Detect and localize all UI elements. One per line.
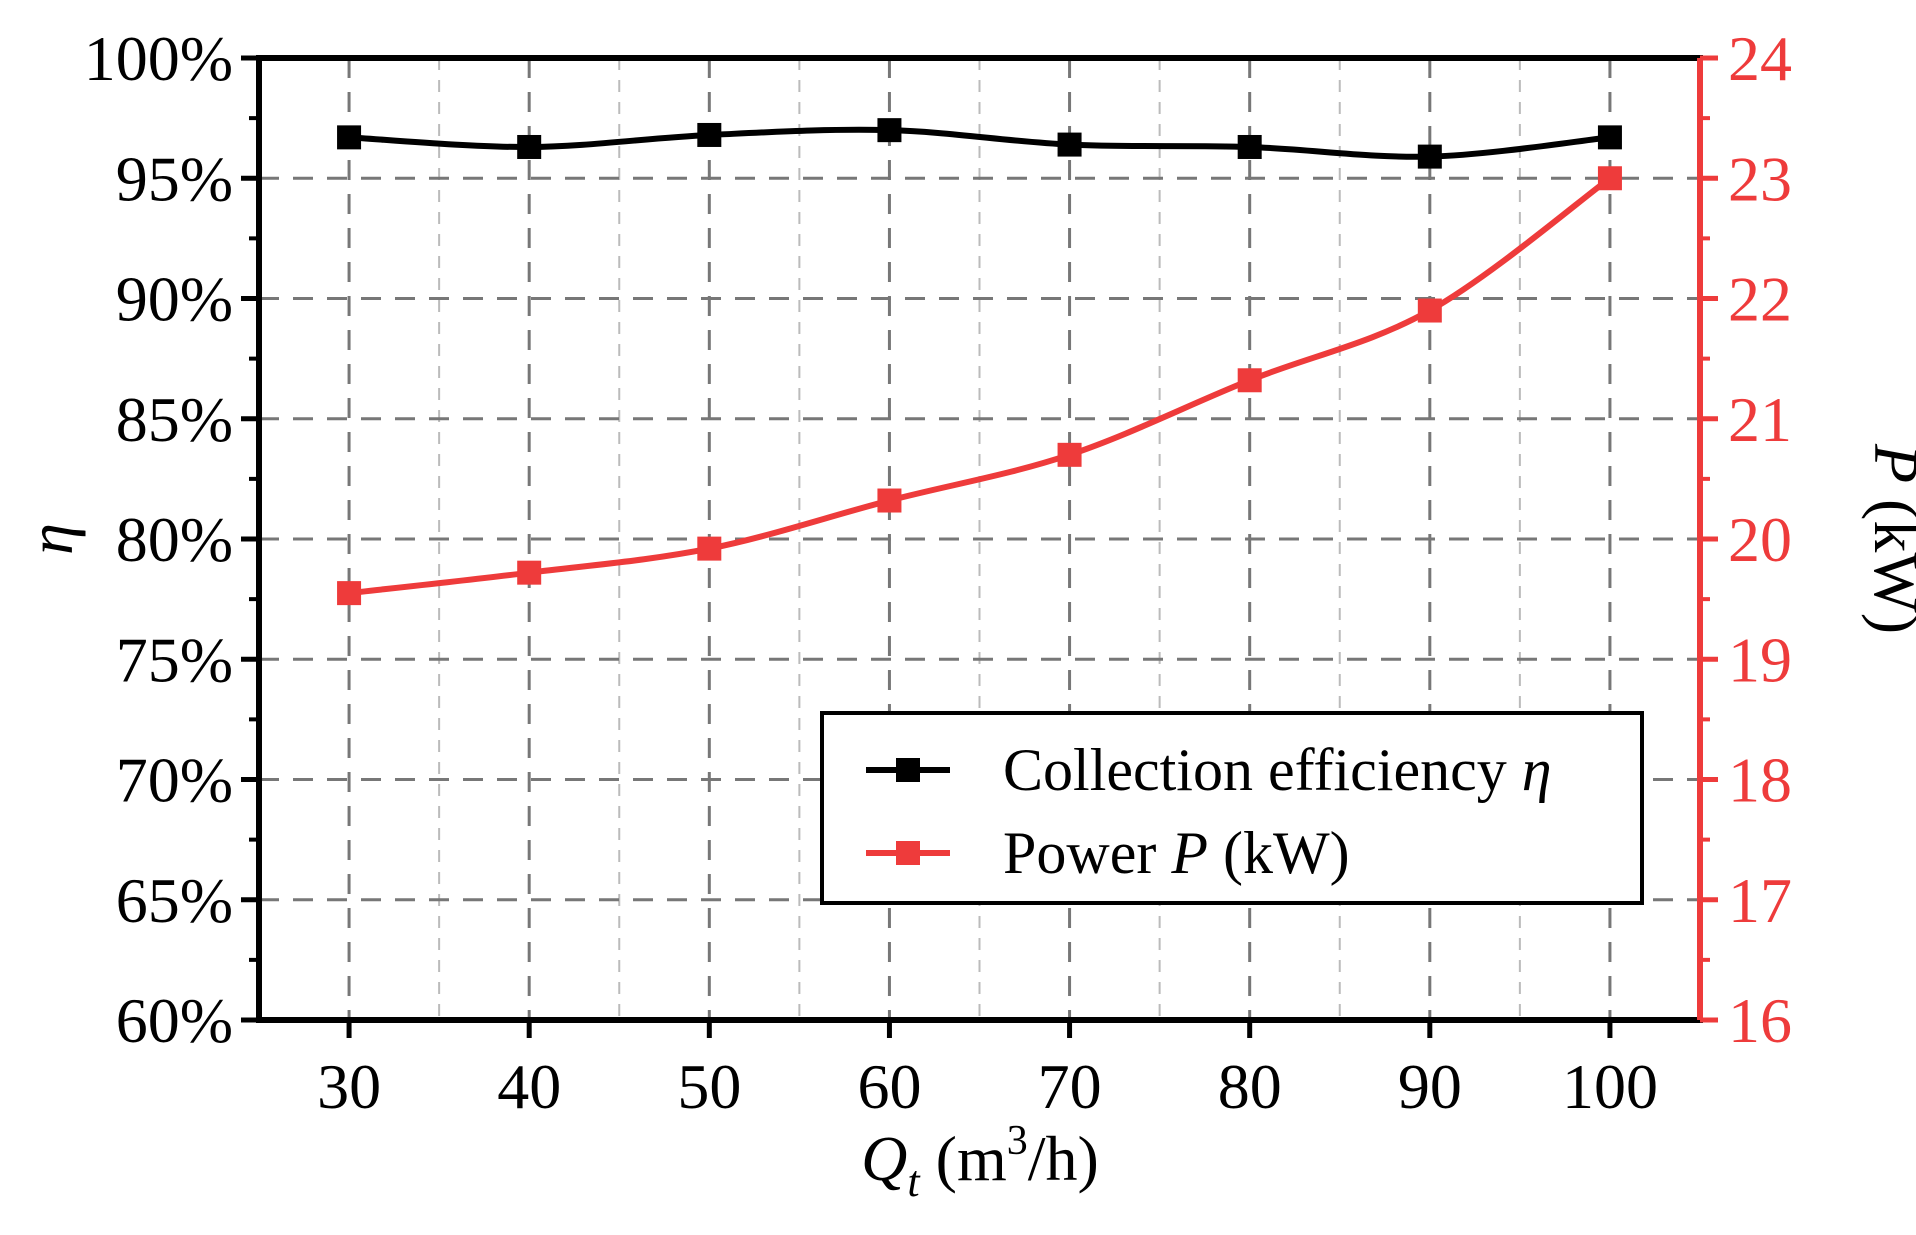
x-axis-unit-open: (m	[920, 1123, 1007, 1194]
data-point-power	[517, 560, 542, 585]
x-axis-superscript: 3	[1007, 1118, 1028, 1164]
data-point-power	[337, 581, 362, 606]
y-left-tick-label: 95%	[116, 143, 233, 214]
legend-box	[820, 711, 1644, 905]
data-point-efficiency	[517, 134, 542, 159]
y-left-tick-label: 70%	[116, 745, 233, 816]
y-right-tick-label: 21	[1728, 384, 1792, 455]
x-tick-label: 70	[1038, 1051, 1102, 1122]
y-left-tick-label: 90%	[116, 264, 233, 335]
y-left-tick-label: 75%	[116, 624, 233, 695]
x-axis-symbol: Q	[861, 1123, 907, 1194]
y-right-tick-label: 16	[1728, 985, 1792, 1056]
y-axis-left-title: η	[15, 523, 86, 555]
y-right-tick-label: 20	[1728, 504, 1792, 575]
series-line-efficiency	[348, 126, 1611, 160]
x-tick-label: 100	[1562, 1051, 1658, 1122]
legend-label-efficiency-symbol: η	[1522, 737, 1552, 803]
x-axis-subscript: t	[907, 1157, 921, 1206]
y-right-tick-label: 22	[1728, 264, 1792, 335]
y-left-tick-label: 80%	[116, 504, 233, 575]
data-point-efficiency	[1057, 132, 1082, 157]
data-point-efficiency	[697, 122, 722, 147]
legend-marker-efficiency	[896, 758, 920, 782]
x-tick-label: 40	[497, 1051, 561, 1122]
legend-label-power-unit: (kW)	[1208, 820, 1350, 886]
x-tick-label: 60	[857, 1051, 921, 1122]
y-left-tick-label: 100%	[84, 23, 233, 94]
x-axis-unit-close: /h)	[1028, 1123, 1099, 1194]
y-left-tick-label: 85%	[116, 384, 233, 455]
x-tick-label: 80	[1218, 1051, 1282, 1122]
legend-marker-power	[896, 841, 920, 865]
series-layer	[337, 118, 1622, 606]
y-right-tick-label: 17	[1728, 865, 1792, 936]
y-axis-right-title: P (kW)	[1861, 443, 1916, 634]
x-tick-label: 30	[317, 1051, 381, 1122]
data-point-efficiency	[337, 125, 362, 150]
legend-label-efficiency: Collection efficiency η	[1003, 737, 1551, 803]
data-point-power	[1237, 368, 1262, 393]
y-left-tick-label: 65%	[116, 865, 233, 936]
x-tick-label: 90	[1398, 1051, 1462, 1122]
x-tick-label: 50	[677, 1051, 741, 1122]
data-point-power	[697, 536, 722, 561]
y-right-tick-label: 23	[1728, 143, 1792, 214]
data-point-power	[1417, 298, 1442, 323]
data-point-power	[1597, 166, 1622, 191]
legend: Collection efficiency η Power P (kW)	[820, 711, 1644, 905]
legend-label-power-symbol: P	[1170, 820, 1208, 886]
data-point-efficiency	[1597, 125, 1622, 150]
legend-label-efficiency-text: Collection efficiency	[1003, 737, 1522, 803]
legend-label-power: Power P (kW)	[1003, 820, 1350, 886]
data-point-power	[1057, 442, 1082, 467]
data-point-power	[877, 488, 902, 513]
data-point-efficiency	[1417, 144, 1442, 169]
ticks-layer: 30 40 50 60 70 80 90 100 60% 65% 70% 75% 80% 85% 90% 95…	[84, 23, 1792, 1122]
y-right-tick-label: 19	[1728, 624, 1792, 695]
x-axis-title: Qt (m3/h)	[861, 1118, 1099, 1206]
legend-label-power-text: Power	[1003, 820, 1171, 886]
y-right-tick-label: 24	[1728, 23, 1792, 94]
y-axis-right-symbol: P	[1861, 443, 1916, 483]
data-point-efficiency	[1237, 134, 1262, 159]
y-left-tick-label: 60%	[116, 985, 233, 1056]
y-axis-right-unit: (kW)	[1861, 483, 1916, 634]
y-right-tick-label: 18	[1728, 745, 1792, 816]
data-point-efficiency	[877, 118, 902, 143]
